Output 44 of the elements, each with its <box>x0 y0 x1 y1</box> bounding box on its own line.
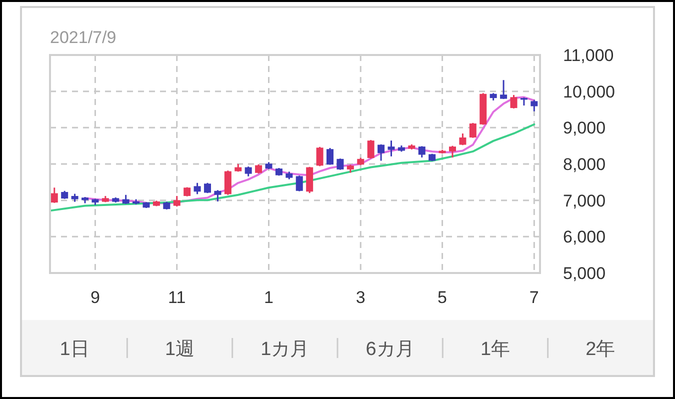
candlestick <box>367 139 374 160</box>
y-tick-label: 6,000 <box>563 228 606 247</box>
candlestick <box>224 170 232 196</box>
y-tick-label: 8,000 <box>563 155 606 174</box>
candlestick <box>316 146 324 167</box>
text: 1カ月 <box>260 339 310 360</box>
y-tick-label: 10,000 <box>563 82 615 102</box>
x-tick-label: 5 <box>438 288 448 307</box>
x-tick-label: 7 <box>529 288 539 307</box>
candlestick <box>173 195 180 208</box>
candlestick <box>214 189 222 202</box>
candlestick <box>122 194 130 205</box>
candlestick <box>459 132 466 146</box>
candlestick <box>510 94 518 110</box>
y-tick-label: 9,000 <box>563 118 606 138</box>
x-tick-label: 11 <box>168 288 186 307</box>
candlestick <box>378 144 385 162</box>
candlestick <box>50 186 58 204</box>
candlestick <box>500 79 508 100</box>
x-tick-label: 3 <box>356 288 366 307</box>
text: 1週 <box>164 339 195 360</box>
x-tick-label: 9 <box>90 288 100 307</box>
candlestick <box>388 140 395 158</box>
candlestick <box>449 145 456 158</box>
candlestick <box>194 182 201 195</box>
candlestick <box>296 174 303 192</box>
candlestick <box>469 122 476 139</box>
candlestick <box>418 145 426 158</box>
text: 1日 <box>60 339 90 360</box>
y-tick-label: 7,000 <box>563 191 606 210</box>
text: 2年 <box>586 339 616 360</box>
text: 6カ月 <box>366 339 414 360</box>
y-tick-label: 11,000 <box>563 46 614 65</box>
x-tick-label: 1 <box>264 288 274 307</box>
line-series <box>49 123 536 212</box>
candlestick <box>255 164 262 174</box>
candlestick <box>530 99 538 112</box>
candlestick <box>204 182 211 194</box>
candlestick <box>336 158 344 171</box>
y-tick-label: 5,000 <box>563 264 606 283</box>
text: 1年 <box>480 339 510 360</box>
chart-title: 2021/7/9 <box>50 28 116 47</box>
candlestick <box>244 166 252 178</box>
candlestick <box>326 147 334 166</box>
